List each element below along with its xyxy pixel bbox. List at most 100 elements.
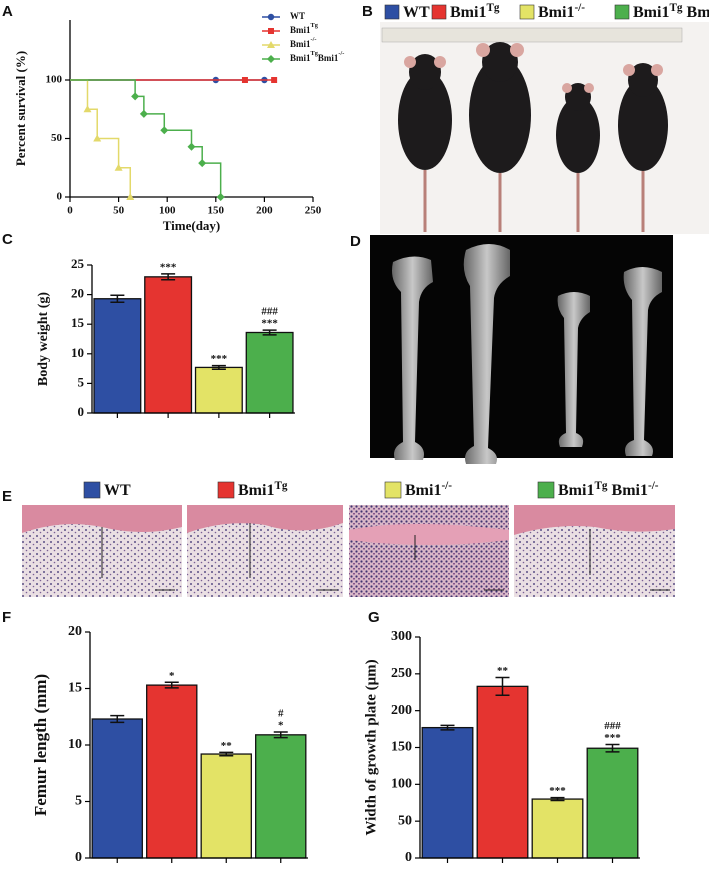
label-part: Bmi1 [683,4,709,21]
histology-images [22,505,675,597]
error-bar [273,731,288,739]
label-part: Tg [311,22,319,29]
legend-swatch [519,4,535,20]
legend-swatch [384,4,400,20]
label-part: Tg [486,2,499,14]
label: Bmi1-/- [405,480,452,499]
legend-swatch [537,481,555,499]
marker [83,105,92,113]
bar [245,331,294,414]
bar [255,734,307,859]
significance: ### [604,720,621,732]
y-tick-label: 5 [75,794,82,809]
y-tick-label: 100 [391,777,412,792]
panel-letter: D [350,233,361,250]
marker [160,126,169,135]
significance: * [169,670,175,682]
marker [241,77,248,83]
significance: # [278,708,284,720]
error-bar [211,364,226,370]
bar [421,726,474,859]
label: WT [104,482,131,499]
error-bar [440,724,455,731]
label-part: WT [290,11,305,21]
y-tick-label: 200 [391,703,412,718]
label-part: Tg [311,50,319,57]
bar [531,798,584,859]
y-axis-label: Percent survival (%) [13,51,28,166]
y-tick-label: 0 [57,191,63,203]
significance: *** [549,785,566,797]
panel-letter: A [2,3,13,20]
bar [194,366,243,414]
x-tick-label: 250 [305,205,322,217]
marker [268,28,274,34]
legend-swatch [431,4,447,20]
y-tick-label: 0 [75,850,82,865]
label: Bmi1Tg [450,2,500,21]
y-axis-label: Femur length (mm) [31,674,50,816]
marker [267,55,275,63]
y-tick-label: 20 [68,624,82,639]
label-part: Bmi1 [558,482,594,499]
error-bar [550,796,565,802]
y-tick-label: 15 [71,315,85,330]
y-tick-label: 20 [71,286,84,301]
x-tick-label: 200 [256,205,273,217]
marker [114,163,123,171]
y-tick-label: 25 [71,256,85,271]
y-tick-label: 100 [46,74,63,86]
panel-letter: F [2,609,11,626]
survival-line [70,79,222,197]
y-tick-label: 0 [78,404,85,419]
bar [200,753,252,859]
label: WT [403,4,430,21]
panel-letter: E [2,488,12,505]
bar [144,276,193,414]
label: Bmi1Tg Bmi1-/- [633,2,709,21]
label-part: Bmi1 [290,25,311,35]
significance: *** [604,732,621,744]
label-part: -/- [648,480,659,492]
label-part: WT [104,482,131,499]
bar [476,685,529,859]
significance: *** [160,261,177,273]
label: Bmi1TgBmi1-/- [290,50,344,63]
marker [131,92,140,101]
error-bar [495,676,510,696]
label: WT [290,11,305,21]
bar [146,684,198,859]
label: Bmi1Tg [238,480,288,499]
bar [586,747,639,859]
significance: * [278,720,284,732]
legend-swatch [83,481,101,499]
label: Bmi1Tg [290,22,319,35]
survival-line [70,79,132,197]
label-part: Tg [669,2,682,14]
marker [198,159,207,168]
legend-swatch [217,481,235,499]
y-tick-label: 50 [51,132,63,144]
label-part: -/- [311,36,317,43]
x-tick-label: 50 [113,205,125,217]
bar [91,718,143,859]
label-part: Bmi1 [290,39,311,49]
label-part: Bmi1 [538,4,574,21]
label-part: Tg [274,480,287,492]
x-tick-label: 0 [67,205,73,217]
bar [93,298,142,414]
label-part: Bmi1 [633,4,669,21]
panel-letter: C [2,231,13,248]
x-axis-label: Time(day) [163,218,221,233]
label-part: Bmi1 [608,482,648,499]
significance: ** [221,740,233,752]
label-part: Bmi1 [318,53,339,63]
label-part: -/- [441,480,452,492]
y-tick-label: 0 [405,850,412,865]
label-part: Bmi1 [290,53,311,63]
legend-swatch [614,4,630,20]
y-tick-label: 50 [398,813,412,828]
y-axis-label: Body weight (g) [36,292,51,386]
marker [187,142,196,151]
